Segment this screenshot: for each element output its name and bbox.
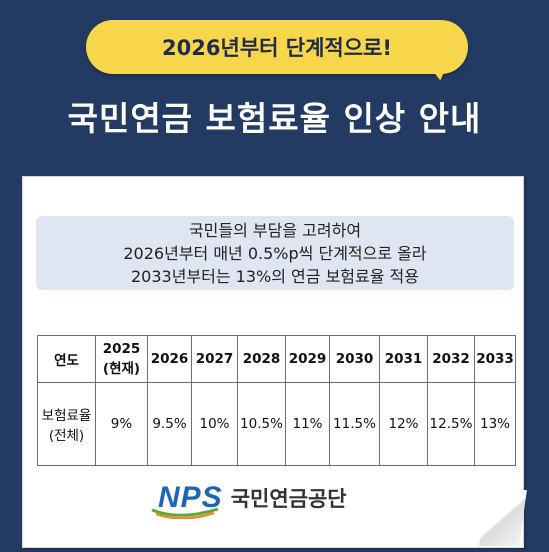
page-curl-decoration (479, 490, 527, 546)
swoosh-icon (151, 507, 219, 519)
year-cell: 2030 (329, 335, 380, 383)
nps-logo-mark: NPS (158, 481, 223, 514)
rate-cell: 11.5% (329, 382, 380, 466)
headline-badge: 2026년부터 단계적으로! (86, 20, 468, 74)
year-cell: 2028 (237, 335, 286, 383)
page-title: 국민연금 보험료율 인상 안내 (67, 99, 482, 138)
rate-cell: 11% (285, 382, 330, 466)
info-line-1: 국민들의 부담을 고려하여 (188, 220, 362, 240)
year-cell: 2025 (현재) (95, 335, 148, 383)
org-name: 국민연금공단 (230, 487, 347, 511)
rate-cell: 12.5% (427, 382, 475, 466)
year-cell: 2033 (474, 335, 516, 383)
info-line-2: 2026년부터 매년 0.5%p씩 단계적으로 올라 (123, 243, 427, 263)
rate-cell: 9% (95, 382, 148, 466)
rate-row: 보험료율 (전체) 9% 9.5% 10% 10.5% 11% 11.5% 12… (37, 382, 516, 466)
rate-cell: 9.5% (147, 382, 192, 466)
rate-row-label-sub: (전체) (48, 428, 85, 444)
rate-cell: 12% (379, 382, 428, 466)
info-line-3: 2033년부터는 13%의 연금 보험료율 적용 (131, 266, 419, 286)
rate-cell: 13% (474, 382, 516, 466)
year-note: (현재) (102, 361, 141, 377)
year-cell: 2031 (379, 335, 428, 383)
rate-table: 연도 2025 (현재) 2026 2027 2028 2029 2030 20… (37, 335, 516, 466)
year-cell: 2032 (427, 335, 475, 383)
rate-row-label-main: 보험료율 (41, 408, 92, 424)
info-box: 국민들의 부담을 고려하여 2026년부터 매년 0.5%p씩 단계적으로 올라… (36, 216, 514, 290)
badge-text: 2026년부터 단계적으로! (162, 36, 392, 60)
rate-row-label: 보험료율 (전체) (37, 382, 96, 466)
year-label: 2025 (102, 341, 141, 357)
year-cell: 2026 (147, 335, 192, 383)
rate-cell: 10.5% (237, 382, 286, 466)
year-cell: 2029 (285, 335, 330, 383)
year-cell: 2027 (191, 335, 238, 383)
year-header-row: 연도 2025 (현재) 2026 2027 2028 2029 2030 20… (37, 335, 516, 383)
row-header-label: 연도 (37, 335, 96, 383)
nps-logo: NPS 국민연금공단 (151, 480, 408, 519)
speech-bubble-tail (428, 59, 454, 83)
rate-cell: 10% (191, 382, 238, 466)
